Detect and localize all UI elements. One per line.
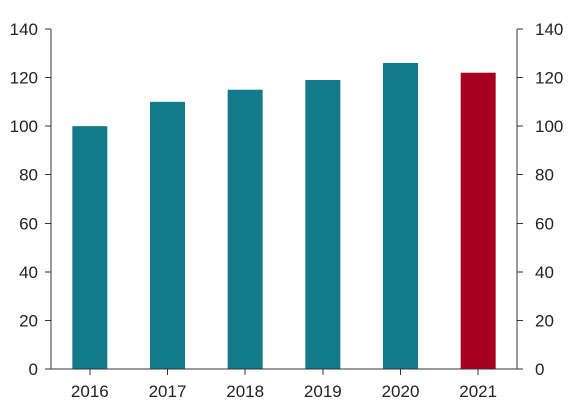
- y-left-tick-label: 0: [29, 360, 38, 379]
- bar-2019: [305, 80, 341, 369]
- y-right-tick-label: 100: [535, 117, 563, 136]
- y-left-tick-label: 40: [19, 263, 38, 282]
- bar-2018: [227, 89, 263, 369]
- y-right-tick-label: 60: [535, 214, 554, 233]
- y-right-tick-label: 120: [535, 69, 563, 88]
- right-y-axis-ticks: 0 20 40 60 80 100 120 140: [517, 20, 563, 379]
- bar-2020: [383, 63, 418, 369]
- y-left-tick-label: 120: [10, 69, 38, 88]
- y-right-tick-label: 0: [535, 360, 544, 379]
- x-tick-label-2019: 2019: [304, 382, 342, 401]
- left-y-axis-ticks: 0 20 40 60 80 100 120 140: [10, 20, 51, 379]
- y-left-tick-label: 100: [10, 117, 38, 136]
- bar-2016: [72, 126, 108, 370]
- bars: [72, 63, 496, 370]
- x-tick-label-2016: 2016: [71, 382, 109, 401]
- y-right-tick-label: 20: [535, 311, 554, 330]
- x-axis-labels: 2016 2017 2018 2019 2020 2021: [71, 369, 497, 401]
- y-right-tick-label: 140: [535, 20, 563, 39]
- x-tick-label-2018: 2018: [226, 382, 264, 401]
- x-tick-label-2021: 2021: [459, 382, 497, 401]
- x-tick-label-2020: 2020: [382, 382, 420, 401]
- y-left-tick-label: 140: [10, 20, 38, 39]
- y-left-tick-label: 20: [19, 311, 38, 330]
- y-right-tick-label: 40: [535, 263, 554, 282]
- y-left-tick-label: 60: [19, 214, 38, 233]
- bar-2017: [150, 101, 185, 369]
- y-left-tick-label: 80: [19, 166, 38, 185]
- y-right-tick-label: 80: [535, 166, 554, 185]
- bar-2021: [460, 72, 496, 369]
- x-tick-label-2017: 2017: [149, 382, 187, 401]
